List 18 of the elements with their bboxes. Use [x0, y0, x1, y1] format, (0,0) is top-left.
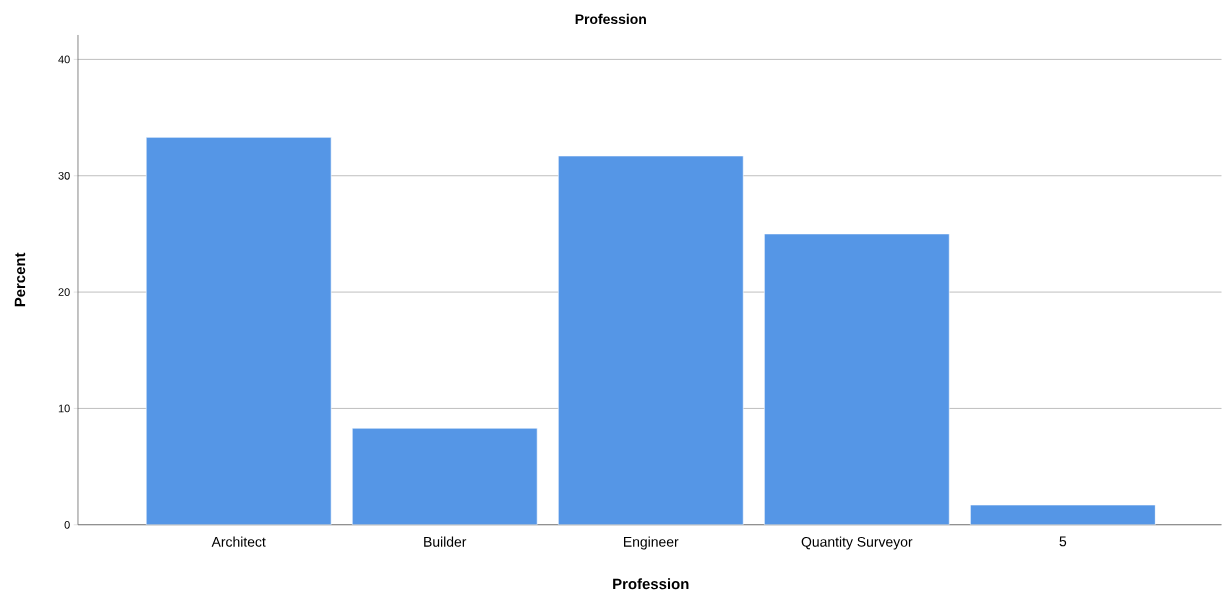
x-tick-label: 5	[1059, 536, 1067, 547]
y-axis-title: Percent	[14, 252, 26, 307]
bar	[145, 137, 332, 525]
y-tick-label: 20	[58, 288, 70, 297]
x-axis-title: Profession	[613, 578, 689, 590]
bar	[764, 233, 950, 525]
y-tick-label: 30	[58, 172, 70, 180]
y-tick-label: 0	[64, 521, 70, 529]
x-tick-label: Builder	[424, 536, 467, 547]
x-tick-label: Architect	[211, 536, 266, 547]
bar	[558, 155, 744, 525]
x-tick-label: Engineer	[624, 536, 679, 550]
chart-title: Profession	[575, 13, 646, 25]
bar	[970, 504, 1156, 525]
y-tick-label: 10	[58, 404, 70, 413]
y-tick-label: 40	[58, 55, 70, 64]
x-tick-label: Quantity Surveyor	[801, 536, 913, 550]
bar	[351, 428, 538, 525]
